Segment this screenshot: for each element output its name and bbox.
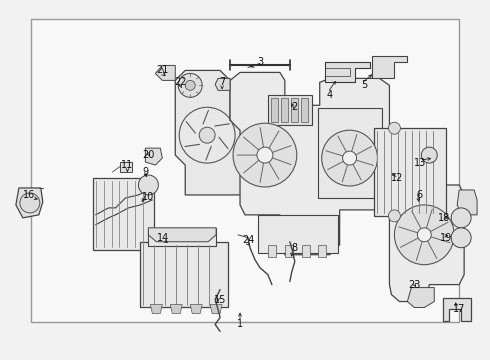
Polygon shape xyxy=(146,148,162,165)
Polygon shape xyxy=(16,188,43,218)
Circle shape xyxy=(20,193,40,213)
Text: 22: 22 xyxy=(174,77,187,87)
Bar xyxy=(148,228,216,246)
Circle shape xyxy=(343,151,357,165)
Text: 2: 2 xyxy=(292,102,298,112)
Circle shape xyxy=(394,205,454,265)
Text: 24: 24 xyxy=(242,235,254,245)
Text: 3: 3 xyxy=(257,58,263,67)
Polygon shape xyxy=(121,162,132,172)
Bar xyxy=(271,98,278,122)
Polygon shape xyxy=(190,305,202,314)
Text: 13: 13 xyxy=(414,158,426,168)
Polygon shape xyxy=(390,185,464,302)
Circle shape xyxy=(138,175,158,195)
Bar xyxy=(291,98,298,122)
Circle shape xyxy=(421,147,437,163)
Polygon shape xyxy=(150,305,162,314)
Circle shape xyxy=(417,228,431,242)
Bar xyxy=(318,108,383,198)
Text: 17: 17 xyxy=(453,305,466,315)
Circle shape xyxy=(233,123,297,187)
Circle shape xyxy=(257,147,273,163)
Polygon shape xyxy=(148,228,216,242)
Polygon shape xyxy=(215,78,230,90)
Text: 9: 9 xyxy=(142,167,148,177)
Polygon shape xyxy=(407,288,434,307)
Text: 18: 18 xyxy=(438,213,450,223)
Text: 15: 15 xyxy=(214,294,226,305)
Text: 20: 20 xyxy=(142,150,154,160)
Polygon shape xyxy=(175,71,245,195)
Text: 7: 7 xyxy=(219,77,225,87)
Bar xyxy=(281,98,288,122)
Polygon shape xyxy=(325,62,369,82)
Bar xyxy=(93,178,154,250)
Text: 10: 10 xyxy=(142,192,154,202)
Circle shape xyxy=(451,208,471,228)
Bar xyxy=(285,245,293,257)
Circle shape xyxy=(389,210,400,222)
Bar xyxy=(374,128,446,216)
Text: 11: 11 xyxy=(122,160,134,170)
Polygon shape xyxy=(230,72,390,255)
Text: 14: 14 xyxy=(157,233,170,243)
Text: 12: 12 xyxy=(391,173,404,183)
Circle shape xyxy=(199,127,215,143)
Bar xyxy=(31,19,459,323)
Bar xyxy=(318,245,326,257)
Circle shape xyxy=(178,73,202,97)
Text: 16: 16 xyxy=(23,190,35,200)
Text: 19: 19 xyxy=(440,233,452,243)
Polygon shape xyxy=(171,305,182,314)
Text: 23: 23 xyxy=(408,280,420,289)
Bar xyxy=(141,242,228,306)
Circle shape xyxy=(451,228,471,248)
Bar xyxy=(268,95,312,125)
Circle shape xyxy=(185,80,195,90)
Bar xyxy=(301,98,308,122)
Text: 6: 6 xyxy=(416,190,422,200)
Text: 21: 21 xyxy=(156,66,169,76)
Polygon shape xyxy=(457,190,477,215)
Circle shape xyxy=(389,122,400,134)
Text: 5: 5 xyxy=(362,80,368,90)
Polygon shape xyxy=(210,305,222,314)
Polygon shape xyxy=(371,57,407,78)
Polygon shape xyxy=(443,298,471,321)
Text: 8: 8 xyxy=(292,243,298,253)
Bar xyxy=(268,245,276,257)
Polygon shape xyxy=(155,66,175,80)
Bar xyxy=(258,215,338,253)
Text: 4: 4 xyxy=(327,90,333,100)
Bar xyxy=(302,245,310,257)
Circle shape xyxy=(322,130,377,186)
Text: 1: 1 xyxy=(237,319,243,329)
